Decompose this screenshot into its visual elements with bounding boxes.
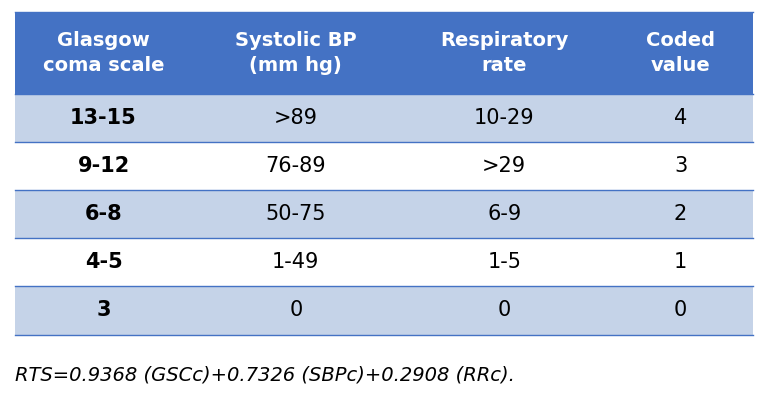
FancyBboxPatch shape [608,12,753,94]
FancyBboxPatch shape [400,238,608,286]
Text: Coded
value: Coded value [646,31,715,75]
FancyBboxPatch shape [192,94,400,142]
Text: 6-9: 6-9 [487,204,521,224]
FancyBboxPatch shape [15,238,192,286]
FancyBboxPatch shape [192,190,400,238]
Text: Respiratory
rate: Respiratory rate [440,31,568,75]
Text: 13-15: 13-15 [70,108,137,128]
FancyBboxPatch shape [15,190,192,238]
Text: 0: 0 [290,300,303,321]
FancyBboxPatch shape [15,12,192,94]
Text: 9-12: 9-12 [78,156,130,176]
Text: 4: 4 [674,108,687,128]
Text: 50-75: 50-75 [266,204,326,224]
Text: 1: 1 [674,252,687,273]
FancyBboxPatch shape [192,238,400,286]
Text: 3: 3 [96,300,111,321]
FancyBboxPatch shape [192,286,400,335]
FancyBboxPatch shape [192,12,400,94]
FancyBboxPatch shape [400,94,608,142]
Text: 2: 2 [674,204,687,224]
FancyBboxPatch shape [608,94,753,142]
FancyBboxPatch shape [400,142,608,190]
FancyBboxPatch shape [15,142,192,190]
FancyBboxPatch shape [400,286,608,335]
Text: 6-8: 6-8 [84,204,122,224]
Text: 76-89: 76-89 [266,156,326,176]
Text: RTS=0.9368 (GSCc)+0.7326 (SBPc)+0.2908 (RRc).: RTS=0.9368 (GSCc)+0.7326 (SBPc)+0.2908 (… [15,366,515,385]
FancyBboxPatch shape [15,94,192,142]
Text: 0: 0 [674,300,687,321]
Text: 10-29: 10-29 [474,108,535,128]
FancyBboxPatch shape [608,142,753,190]
Text: 0: 0 [498,300,511,321]
FancyBboxPatch shape [192,142,400,190]
Text: 4-5: 4-5 [84,252,122,273]
FancyBboxPatch shape [608,286,753,335]
Text: 1-5: 1-5 [487,252,521,273]
Text: >29: >29 [482,156,526,176]
Text: 1-49: 1-49 [272,252,319,273]
FancyBboxPatch shape [400,190,608,238]
Text: >89: >89 [274,108,318,128]
Text: Glasgow
coma scale: Glasgow coma scale [43,31,164,75]
Text: 3: 3 [674,156,687,176]
FancyBboxPatch shape [400,12,608,94]
FancyBboxPatch shape [608,238,753,286]
Text: Systolic BP
(mm hg): Systolic BP (mm hg) [235,31,356,75]
FancyBboxPatch shape [608,190,753,238]
FancyBboxPatch shape [15,286,192,335]
